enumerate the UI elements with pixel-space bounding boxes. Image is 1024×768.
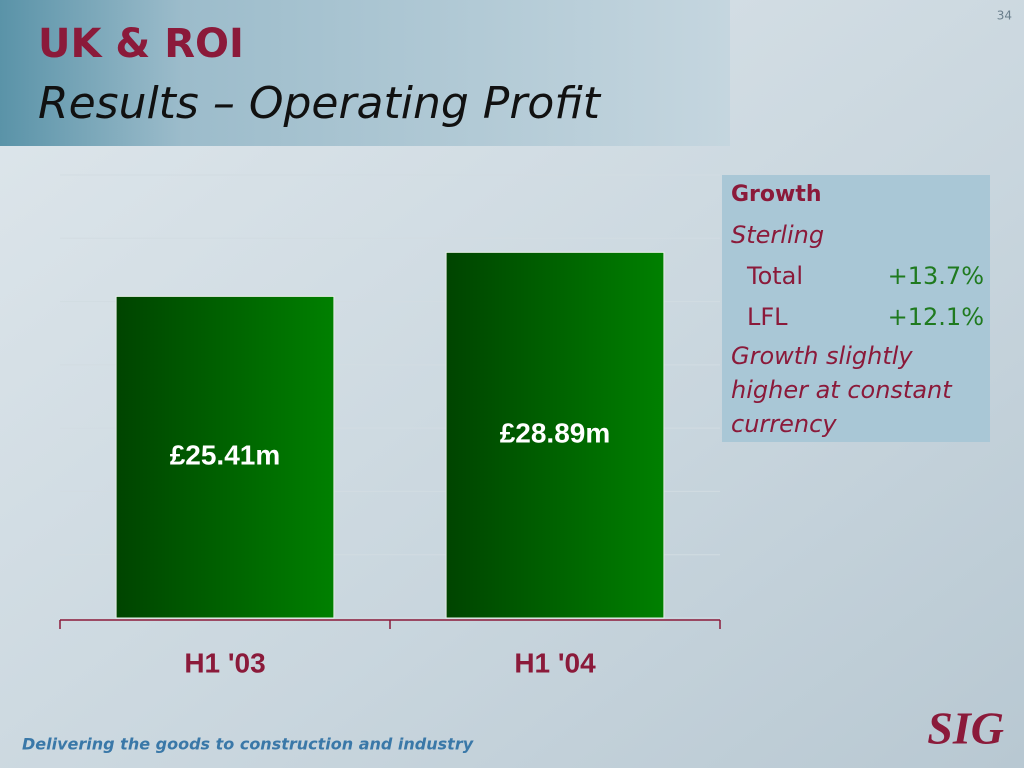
growth-row-value: +12.1% — [888, 303, 984, 331]
growth-row-value: +13.7% — [888, 262, 984, 290]
header-band — [0, 0, 730, 146]
data-label: £25.41m — [170, 440, 281, 471]
growth-subheading: Sterling — [731, 221, 824, 249]
x-tick-label: H1 '03 — [184, 647, 265, 678]
growth-row-label: LFL — [747, 303, 788, 331]
logo: SIG — [927, 703, 1004, 754]
growth-note: higher at constant — [731, 376, 953, 404]
bar — [115, 295, 335, 619]
page-number: 34 — [997, 9, 1012, 23]
growth-heading: Growth — [731, 182, 822, 207]
slide-subtitle: Results – Operating Profit — [38, 78, 602, 129]
footer-tagline: Delivering the goods to construction and… — [22, 735, 474, 754]
x-tick-label: H1 '04 — [514, 647, 596, 678]
bar — [445, 251, 665, 619]
growth-row-label: Total — [746, 262, 803, 290]
chart: £25.41m H1 '03 £28.89m H1 '04 — [59, 174, 721, 678]
growth-note: currency — [731, 410, 837, 438]
slide-title: UK & ROI — [38, 21, 244, 67]
growth-note: Growth slightly — [731, 342, 913, 370]
growth-box — [722, 175, 990, 442]
data-label: £28.89m — [500, 418, 611, 449]
